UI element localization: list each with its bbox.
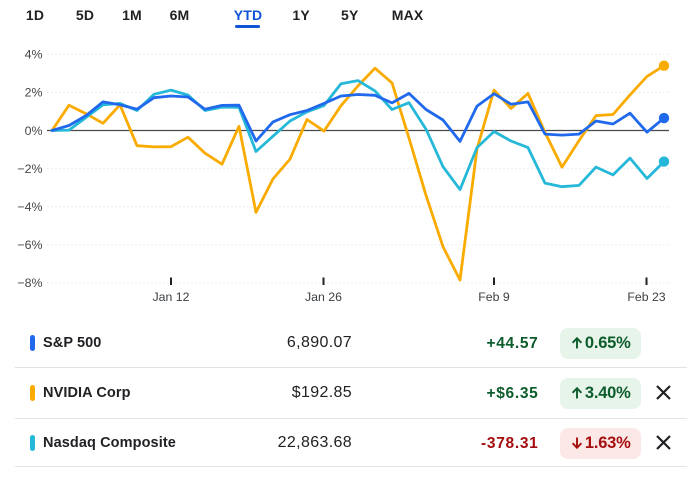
- svg-text:Feb 9: Feb 9: [478, 290, 510, 304]
- svg-text:−4%: −4%: [17, 200, 42, 214]
- svg-text:Jan 26: Jan 26: [305, 290, 342, 304]
- svg-text:4%: 4%: [25, 48, 43, 62]
- svg-text:2%: 2%: [25, 86, 43, 100]
- svg-text:Feb 23: Feb 23: [627, 290, 665, 304]
- svg-text:−8%: −8%: [17, 276, 42, 290]
- svg-text:−2%: −2%: [17, 162, 42, 176]
- svg-text:Jan 12: Jan 12: [153, 290, 190, 304]
- svg-text:−6%: −6%: [17, 238, 42, 252]
- svg-text:0%: 0%: [25, 124, 43, 138]
